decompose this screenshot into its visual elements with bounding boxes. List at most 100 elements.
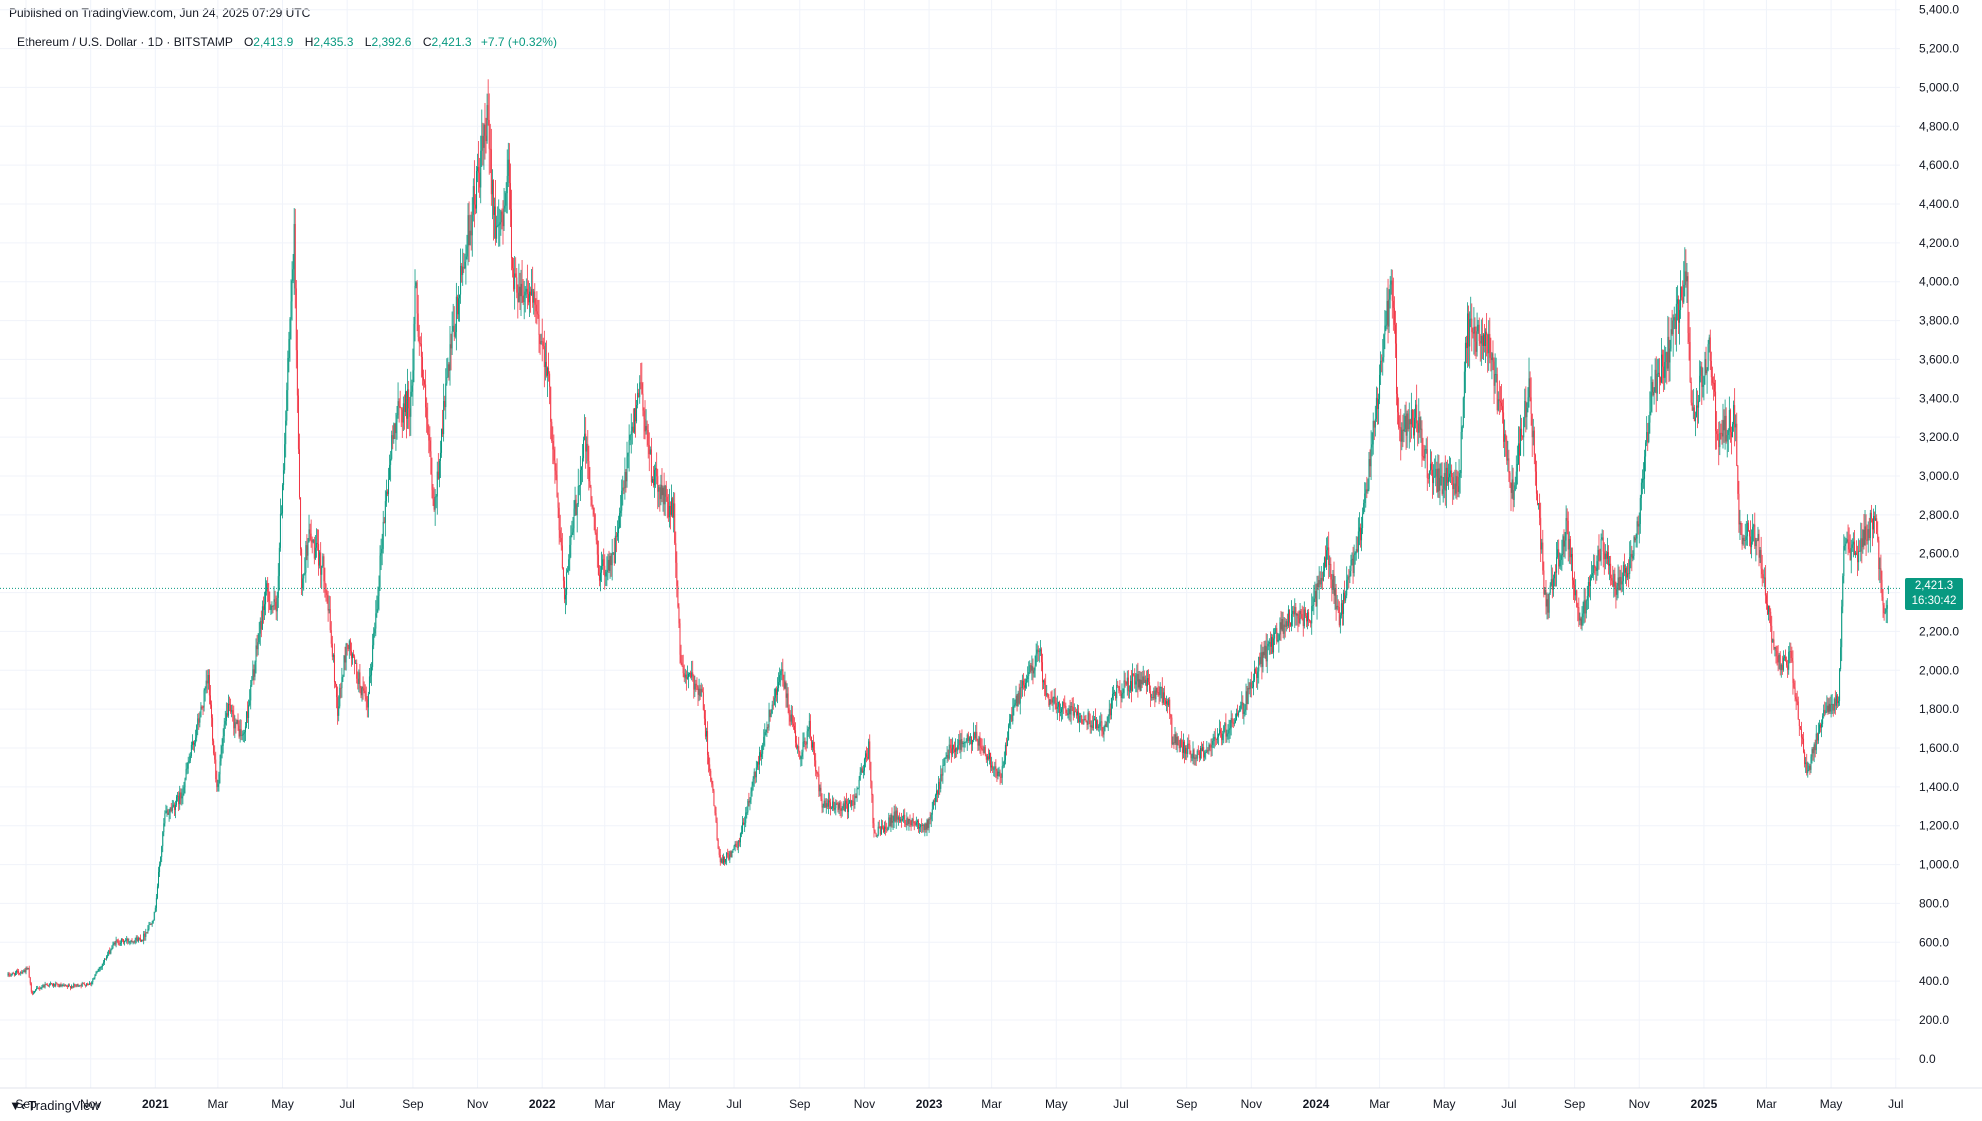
- candle-body: [824, 800, 826, 808]
- candle-body: [717, 839, 719, 849]
- candle-body: [1874, 515, 1876, 521]
- candle-body: [1021, 680, 1023, 689]
- candle-body: [1164, 699, 1166, 704]
- candle-body: [1758, 533, 1760, 558]
- candle-body: [540, 341, 542, 344]
- candle-body: [125, 940, 127, 942]
- footer-brand[interactable]: ▼‹ TradingView: [9, 1098, 100, 1113]
- candle-body: [811, 742, 813, 748]
- candle-body: [672, 498, 674, 518]
- candle-body: [1078, 711, 1080, 722]
- candle-body: [777, 688, 779, 695]
- symbol-title[interactable]: Ethereum / U.S. Dollar · 1D · BITSTAMP: [17, 35, 233, 49]
- candle-body: [1211, 744, 1213, 748]
- candle-body: [543, 346, 545, 368]
- candle-body: [964, 742, 966, 743]
- candle-body: [699, 688, 701, 697]
- candle-body: [488, 119, 490, 149]
- candle-body: [1882, 596, 1884, 606]
- candle-body: [222, 736, 224, 747]
- candle-body: [118, 943, 120, 945]
- candlestick-series: [7, 79, 1889, 996]
- candle-body: [1090, 725, 1092, 728]
- candle-body: [33, 990, 35, 993]
- candle-body: [1449, 473, 1451, 478]
- candle-body: [944, 757, 946, 766]
- candle-body: [973, 732, 975, 741]
- candle-body: [235, 722, 237, 724]
- candle-body: [1516, 463, 1518, 472]
- candle-body: [78, 986, 80, 988]
- candle-body: [909, 819, 911, 821]
- candle-body: [1715, 391, 1717, 431]
- candle-body: [391, 435, 393, 459]
- candle-body: [1865, 526, 1867, 540]
- candle-body: [414, 285, 416, 324]
- candle-body: [671, 498, 673, 515]
- candle-body: [1287, 609, 1289, 627]
- candle-body: [618, 527, 620, 534]
- candle-body: [1418, 417, 1420, 433]
- candle-body: [959, 739, 961, 750]
- candle-body: [1196, 750, 1198, 759]
- price-tick-label: 1,800.0: [1919, 702, 1959, 716]
- candle-body: [446, 377, 448, 384]
- candle-body: [813, 742, 815, 751]
- candle-body: [788, 708, 790, 716]
- candle-body: [923, 824, 925, 831]
- candle-body: [779, 675, 781, 683]
- candle-body: [535, 304, 537, 312]
- candle-body: [115, 940, 117, 945]
- candle-body: [668, 505, 670, 518]
- candle-body: [358, 672, 360, 684]
- candle-body: [1562, 536, 1564, 555]
- candle-body: [484, 124, 486, 136]
- candle-body: [1257, 671, 1259, 678]
- candle-body: [669, 505, 671, 515]
- time-tick-label: 2022: [529, 1097, 556, 1111]
- candle-body: [676, 562, 678, 587]
- candle-body: [1277, 639, 1279, 642]
- candle-body: [1210, 746, 1212, 748]
- candle-body: [1771, 625, 1773, 643]
- candle-body: [1852, 541, 1854, 545]
- time-tick-label: Nov: [854, 1097, 875, 1111]
- candle-body: [1859, 550, 1861, 552]
- candle-body: [436, 471, 438, 497]
- candle-body: [1220, 729, 1222, 734]
- candle-body: [1376, 397, 1378, 409]
- candle-body: [1386, 301, 1388, 325]
- candle-body: [1624, 568, 1626, 573]
- candle-body: [1062, 701, 1064, 709]
- candle-body: [1119, 690, 1121, 692]
- candle-body: [1498, 399, 1500, 401]
- candle-body: [769, 709, 771, 718]
- candle-body: [350, 651, 352, 659]
- candle-body: [1128, 690, 1130, 692]
- candle-body: [143, 933, 145, 941]
- candle-body: [197, 718, 199, 726]
- candle-body: [1869, 512, 1871, 539]
- candle-body: [1694, 417, 1696, 422]
- candle-body: [1578, 607, 1580, 621]
- candle-body: [1779, 654, 1781, 671]
- candle-body: [887, 828, 889, 830]
- candle-body: [1197, 750, 1199, 752]
- candle-body: [1651, 382, 1653, 393]
- candle-body: [1723, 420, 1725, 431]
- candle-body: [1110, 698, 1112, 716]
- candle-body: [324, 581, 326, 585]
- candle-body: [59, 984, 61, 987]
- candle-body: [217, 784, 219, 788]
- candle-body: [209, 695, 211, 705]
- candle-body: [701, 688, 703, 693]
- candle-body: [1042, 662, 1044, 683]
- candle-body: [1541, 542, 1543, 550]
- candle-body: [110, 949, 112, 954]
- candle-body: [141, 939, 143, 942]
- candle-body: [1499, 400, 1501, 403]
- candle-body: [133, 941, 135, 943]
- candle-body: [376, 609, 378, 614]
- candle-body: [722, 856, 724, 864]
